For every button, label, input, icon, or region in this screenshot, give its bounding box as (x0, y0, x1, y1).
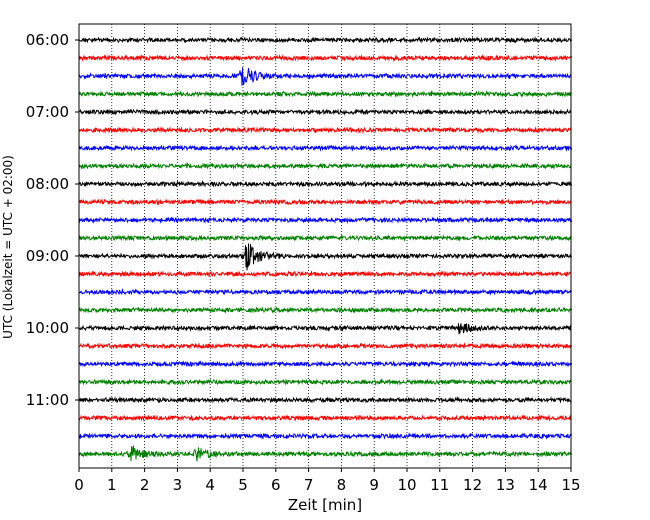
trace-line (78, 396, 572, 404)
x-tick-label: 15 (561, 476, 580, 494)
trace-line (78, 414, 572, 422)
x-tick-label: 13 (496, 476, 515, 494)
y-tick-label: 10:00 (26, 319, 69, 337)
trace-line (78, 67, 572, 86)
x-tick-label: 11 (430, 476, 449, 494)
x-tick-label: 14 (529, 476, 548, 494)
x-tick-label: 9 (369, 476, 379, 494)
x-tick-label: 6 (271, 476, 281, 494)
trace-line (78, 360, 572, 368)
trace-line (78, 144, 572, 152)
grid (111, 24, 539, 468)
trace-line (78, 179, 572, 188)
x-tick-label: 4 (205, 476, 215, 494)
trace-line (78, 306, 572, 314)
y-tick-label: 11:00 (26, 391, 69, 409)
trace-line (78, 444, 572, 462)
trace-line (78, 126, 572, 134)
x-tick-label: 8 (337, 476, 347, 494)
y-axis-label: UTC (Lokalzeit = UTC + 02:00) (1, 155, 15, 339)
trace-line (78, 162, 572, 170)
y-tick-label: 07:00 (26, 103, 69, 121)
trace-line (78, 432, 572, 440)
trace-line (78, 216, 572, 224)
plot-frame (78, 23, 572, 469)
y-axis: 06:00 07:00 08:00 09:00 10:00 11:00 (26, 31, 79, 409)
x-tick-label: 0 (74, 476, 84, 494)
trace-line (78, 243, 572, 271)
x-tick-label: 12 (463, 476, 482, 494)
trace-line (78, 90, 572, 98)
x-tick-label: 5 (238, 476, 248, 494)
y-tick-label: 06:00 (26, 31, 69, 49)
trace-line (78, 36, 572, 44)
x-tick-label: 1 (107, 476, 117, 494)
trace-line (78, 378, 572, 387)
trace-line (78, 270, 572, 278)
traces (78, 36, 572, 462)
trace-line (78, 342, 572, 350)
x-axis: 0 1 2 3 4 5 6 7 8 9 10 11 12 13 14 15 (74, 468, 581, 494)
trace-line (78, 323, 572, 335)
trace-line (78, 287, 572, 296)
trace-line (78, 53, 572, 62)
x-tick-label: 2 (140, 476, 150, 494)
x-tick-label: 3 (173, 476, 183, 494)
x-axis-label: Zeit [min] (288, 496, 362, 514)
trace-line (78, 198, 572, 206)
trace-line (78, 234, 572, 242)
x-tick-label: 7 (304, 476, 314, 494)
y-tick-label: 09:00 (26, 247, 69, 265)
x-tick-label: 10 (397, 476, 416, 494)
trace-line (78, 108, 572, 116)
y-tick-label: 08:00 (26, 175, 69, 193)
